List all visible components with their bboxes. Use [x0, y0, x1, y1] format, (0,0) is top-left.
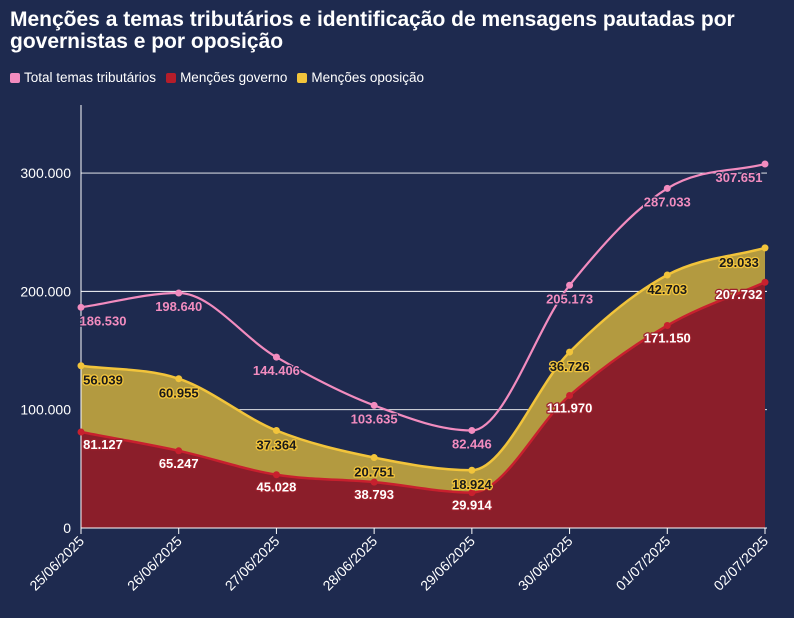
data-label-total: 287.033 — [644, 194, 691, 209]
series-line-oposicao — [80, 246, 766, 472]
legend-label-oposicao: Menções oposição — [311, 70, 424, 85]
legend-swatch-oposicao — [297, 72, 308, 83]
point-oposicao — [663, 271, 671, 279]
point-total — [468, 426, 476, 434]
legend-item-total[interactable]: Total temas tributários — [10, 70, 156, 85]
y-tick-label: 200.000 — [20, 283, 71, 299]
point-total — [175, 289, 183, 297]
data-label-oposicao: 20.751 — [354, 465, 394, 480]
data-label-governo: 81.127 — [83, 437, 123, 452]
legend-item-governo[interactable]: Menções governo — [166, 70, 287, 85]
data-label-total: 103.635 — [351, 411, 398, 426]
series-area-oposicao — [81, 247, 765, 493]
chart-legend: Total temas tributários Menções governo … — [10, 70, 424, 85]
data-label-total: 198.640 — [155, 299, 202, 314]
point-total — [370, 401, 378, 409]
data-label-total: 144.406 — [253, 363, 300, 378]
point-oposicao — [370, 454, 378, 462]
legend-swatch-governo — [166, 72, 177, 83]
point-oposicao — [566, 348, 574, 356]
point-governo — [663, 322, 671, 330]
point-total — [761, 160, 769, 168]
data-label-oposicao: 42.703 — [647, 282, 687, 297]
point-governo — [566, 392, 574, 400]
data-label-oposicao: 37.364 — [257, 438, 298, 453]
point-governo — [175, 447, 183, 455]
x-tick-label: 01/07/2025 — [613, 533, 674, 594]
x-tick-label: 25/06/2025 — [26, 533, 87, 594]
data-label-oposicao: 18.924 — [452, 477, 493, 492]
data-label-oposicao: 29.033 — [719, 255, 759, 270]
data-label-oposicao: 36.726 — [550, 359, 590, 374]
point-oposicao — [175, 375, 183, 383]
chart-title: Menções a temas tributários e identifica… — [10, 8, 735, 53]
point-governo — [77, 428, 85, 436]
data-label-governo: 207.732 — [716, 287, 763, 302]
point-oposicao — [761, 244, 769, 252]
point-governo — [761, 278, 769, 286]
data-label-governo: 111.970 — [547, 401, 593, 416]
data-label-total: 205.173 — [546, 291, 593, 306]
data-label-total: 186.530 — [80, 313, 127, 328]
x-tick-label: 28/06/2025 — [319, 533, 380, 594]
point-governo — [272, 471, 280, 479]
y-tick-label: 300.000 — [20, 165, 71, 181]
point-governo — [468, 489, 476, 497]
data-label-governo: 38.793 — [354, 487, 394, 502]
point-oposicao — [468, 466, 476, 474]
data-label-governo: 45.028 — [257, 480, 297, 495]
x-tick-label: 30/06/2025 — [515, 533, 576, 594]
x-tick-label: 26/06/2025 — [124, 533, 185, 594]
data-label-governo: 65.247 — [159, 456, 199, 471]
point-governo — [370, 478, 378, 486]
data-label-total: 82.446 — [452, 436, 492, 451]
x-tick-label: 29/06/2025 — [417, 533, 478, 594]
series-line-governo — [80, 281, 766, 494]
x-tick-label: 27/06/2025 — [222, 533, 283, 594]
data-label-total: 307.651 — [716, 170, 763, 185]
point-total — [77, 303, 85, 311]
point-oposicao — [272, 427, 280, 435]
series-line-total — [80, 162, 766, 432]
data-label-oposicao: 56.039 — [83, 373, 123, 388]
legend-swatch-total — [10, 72, 20, 83]
legend-label-governo: Menções governo — [180, 70, 288, 85]
data-label-governo: 171.150 — [644, 331, 691, 346]
legend-item-oposicao[interactable]: Menções oposição — [297, 70, 424, 85]
data-label-oposicao: 60.955 — [159, 386, 199, 401]
x-tick-label: 02/07/2025 — [710, 533, 771, 594]
y-tick-label: 0 — [63, 520, 71, 536]
data-label-governo: 29.914 — [452, 498, 493, 513]
series-area-governo — [81, 282, 765, 528]
point-total — [566, 281, 574, 289]
point-total — [272, 353, 280, 361]
point-total — [663, 184, 671, 192]
legend-label-total: Total temas tributários — [24, 70, 157, 85]
point-oposicao — [77, 362, 85, 370]
y-tick-label: 100.000 — [20, 402, 71, 418]
